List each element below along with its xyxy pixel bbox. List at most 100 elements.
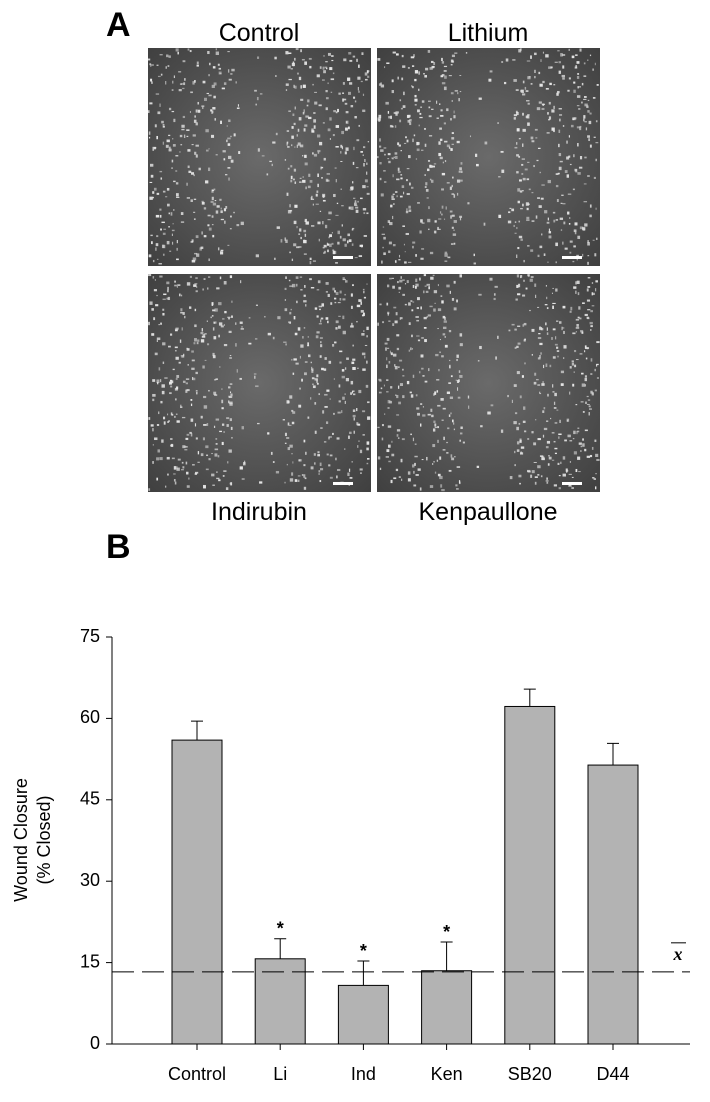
cell <box>573 430 576 435</box>
cell <box>437 328 439 330</box>
cell <box>320 166 322 170</box>
cell <box>284 237 287 241</box>
cell <box>335 214 339 216</box>
cell <box>403 191 405 195</box>
cell <box>254 375 256 379</box>
cell <box>286 400 290 404</box>
cell <box>412 241 416 244</box>
cell <box>430 408 433 412</box>
cell <box>214 308 218 312</box>
cell <box>517 200 520 204</box>
cell <box>210 316 212 319</box>
cell <box>358 299 362 302</box>
cell <box>184 445 188 448</box>
cell <box>162 253 165 256</box>
cell <box>588 138 591 142</box>
cell <box>154 124 157 128</box>
cell <box>221 399 224 404</box>
cell <box>302 336 304 339</box>
cell <box>572 260 575 263</box>
cell <box>318 473 320 475</box>
cell <box>400 458 403 463</box>
cell <box>389 400 393 404</box>
cell <box>379 138 381 142</box>
cell <box>280 239 283 243</box>
cell <box>411 348 414 350</box>
cell <box>389 350 392 354</box>
cell <box>517 293 521 296</box>
cell <box>518 474 522 478</box>
cell <box>572 438 575 440</box>
cell <box>417 109 420 113</box>
cell <box>328 436 330 440</box>
cell <box>311 128 314 132</box>
bar <box>171 739 223 1045</box>
cell <box>171 167 173 169</box>
cell <box>439 103 441 105</box>
cell <box>356 304 361 308</box>
cell <box>207 167 211 172</box>
cell <box>408 205 411 209</box>
cell <box>551 337 553 340</box>
cell <box>548 228 551 232</box>
cell <box>433 163 437 165</box>
cell <box>556 92 559 96</box>
cell <box>516 154 519 157</box>
cell <box>535 419 537 421</box>
cell <box>287 447 291 451</box>
cell <box>285 343 287 346</box>
cell <box>594 389 597 392</box>
cell <box>575 331 577 333</box>
cell <box>153 289 157 292</box>
cell <box>518 220 521 223</box>
significance-mark: * <box>360 941 367 961</box>
cell <box>589 144 592 148</box>
cell <box>593 478 597 480</box>
cell <box>553 401 556 405</box>
cell <box>553 407 557 409</box>
cell <box>577 143 579 147</box>
cell <box>297 142 301 146</box>
cell <box>366 283 368 285</box>
cell <box>596 237 598 240</box>
cell <box>168 134 171 137</box>
cell <box>438 368 440 372</box>
cell <box>307 416 310 419</box>
cell <box>167 203 170 207</box>
cell <box>477 360 480 362</box>
cell <box>527 274 530 277</box>
cell <box>227 137 231 140</box>
cell <box>522 93 526 96</box>
cell <box>194 338 197 342</box>
cell <box>291 358 293 361</box>
cell <box>383 236 386 240</box>
cell <box>167 296 171 301</box>
cell <box>212 352 215 357</box>
error-bar <box>607 742 619 766</box>
cell <box>398 476 401 478</box>
cell <box>298 233 301 235</box>
cell <box>439 156 443 160</box>
cell <box>222 318 225 320</box>
cell <box>594 439 597 442</box>
cell <box>367 401 370 404</box>
cell <box>427 159 431 162</box>
cell <box>180 143 183 146</box>
cell <box>351 325 354 328</box>
cell <box>348 206 351 210</box>
cell <box>577 316 580 319</box>
cell <box>596 377 599 379</box>
cell <box>307 354 311 358</box>
cell <box>242 462 246 466</box>
cell <box>557 90 560 94</box>
error-bar <box>274 938 287 959</box>
cell <box>190 403 193 407</box>
significance-mark: * <box>443 922 450 942</box>
cell <box>351 461 353 463</box>
cell <box>357 76 361 80</box>
cell <box>225 206 228 209</box>
cell <box>419 487 422 491</box>
cell <box>329 398 331 400</box>
cell <box>300 289 303 291</box>
